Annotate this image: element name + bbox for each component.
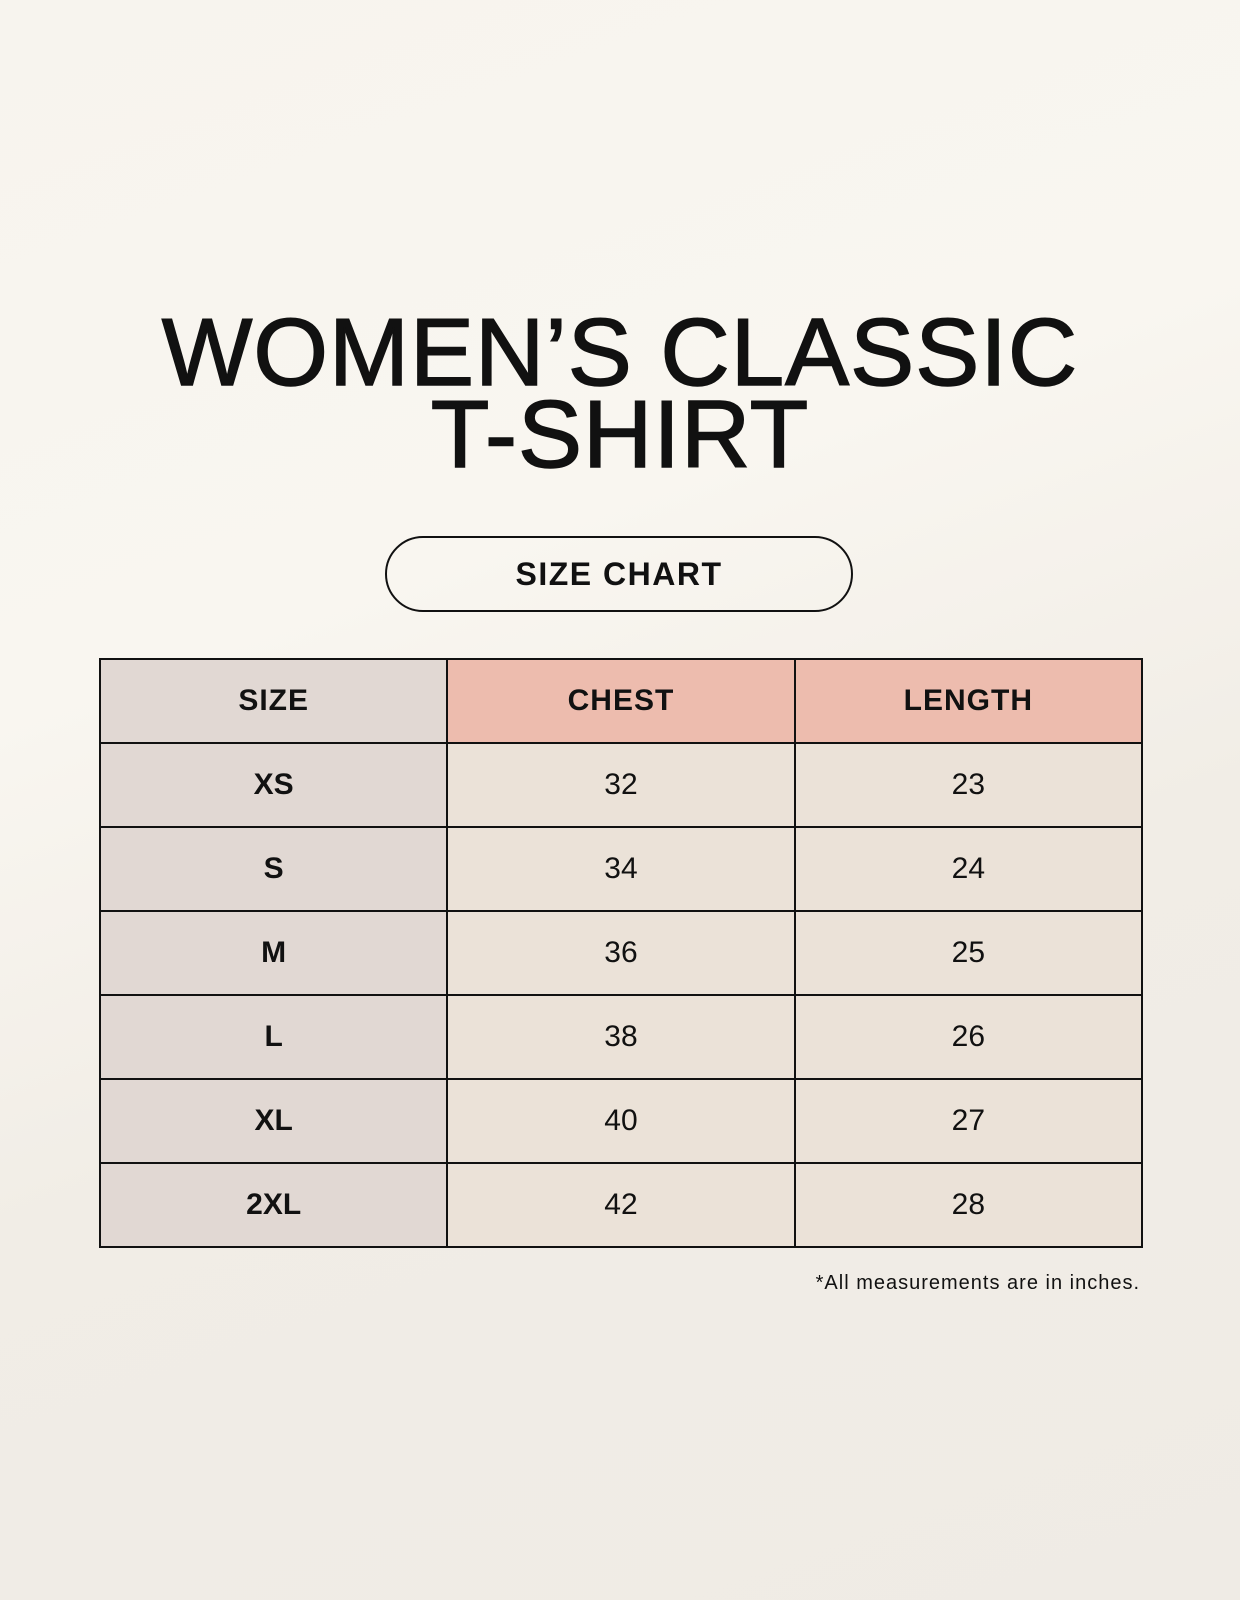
length-cell: 23: [793, 742, 1144, 828]
chest-cell: 38: [446, 994, 796, 1080]
size-table: SIZE CHEST LENGTH XS 32 23 S 34 24 M 36 25 L 38 26 X…: [98, 658, 1144, 1248]
table-row: M 36 25: [98, 910, 1144, 996]
chest-cell: 42: [446, 1162, 796, 1248]
chest-cell: 36: [446, 910, 796, 996]
header-chest: CHEST: [446, 658, 796, 744]
size-cell: 2XL: [98, 1162, 449, 1248]
length-cell: 27: [793, 1078, 1144, 1164]
table-row: L 38 26: [98, 994, 1144, 1080]
page-title: WOMEN’S CLASSIC T-SHIRT: [0, 299, 1240, 488]
chest-cell: 34: [446, 826, 796, 912]
size-cell: M: [98, 910, 449, 996]
title-line-1: WOMEN’S CLASSIC: [161, 299, 1079, 406]
size-cell: L: [98, 994, 449, 1080]
chest-cell: 40: [446, 1078, 796, 1164]
title-line-2: T-SHIRT: [430, 381, 810, 488]
table-header-row: SIZE CHEST LENGTH: [98, 658, 1144, 744]
length-cell: 25: [793, 910, 1144, 996]
table-row: XL 40 27: [98, 1078, 1144, 1164]
size-cell: XS: [98, 742, 449, 828]
length-cell: 28: [793, 1162, 1144, 1248]
size-chart-badge: SIZE CHART: [385, 536, 853, 612]
table-row: 2XL 42 28: [98, 1162, 1144, 1248]
table-row: S 34 24: [98, 826, 1144, 912]
header-length: LENGTH: [793, 658, 1144, 744]
chest-cell: 32: [446, 742, 796, 828]
size-cell: XL: [98, 1078, 449, 1164]
table-row: XS 32 23: [98, 742, 1144, 828]
header-size: SIZE: [98, 658, 449, 744]
size-cell: S: [98, 826, 449, 912]
length-cell: 24: [793, 826, 1144, 912]
footnote: *All measurements are in inches.: [815, 1272, 1140, 1294]
length-cell: 26: [793, 994, 1144, 1080]
